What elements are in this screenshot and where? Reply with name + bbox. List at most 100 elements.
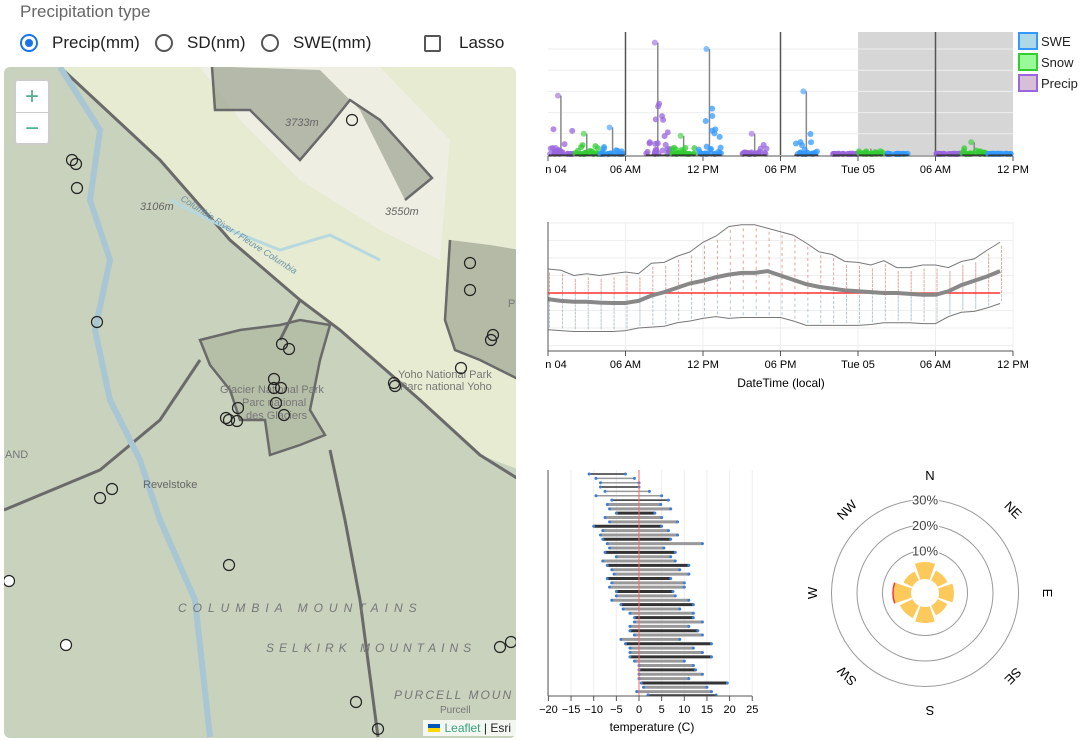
data-point [1001, 278, 1003, 282]
range-max-point [660, 494, 664, 498]
map-label: Revelstoke [143, 479, 197, 491]
map-tiles[interactable]: 3733m 3106m 3550m Columbia River / Fleuv… [4, 67, 516, 738]
x-tick-label: −15 [562, 704, 581, 716]
station-marker[interactable] [504, 635, 517, 649]
data-point [561, 277, 563, 281]
data-point [820, 255, 822, 259]
station-marker[interactable] [371, 722, 385, 736]
station-marker[interactable] [463, 283, 477, 297]
station-marker[interactable] [454, 361, 468, 375]
station-marker[interactable] [463, 256, 477, 270]
station-marker[interactable] [345, 113, 359, 127]
legend-snow[interactable]: Snow [1018, 53, 1074, 71]
station-marker[interactable] [70, 181, 84, 195]
data-point [768, 244, 770, 248]
data-point [1001, 290, 1003, 294]
legend-swe[interactable]: SWE [1018, 32, 1071, 50]
station-marker[interactable] [486, 328, 500, 342]
radio-precip[interactable]: Precip(mm) [20, 33, 140, 53]
data-point [561, 289, 563, 293]
zoom-in-button[interactable]: + [24, 83, 39, 110]
data-point [871, 303, 873, 307]
station-marker[interactable] [90, 315, 104, 329]
data-point [807, 252, 809, 256]
data-point [794, 262, 796, 266]
data-point [729, 255, 731, 259]
station-marker[interactable] [93, 491, 107, 505]
station-marker[interactable] [105, 482, 119, 496]
station-marker[interactable] [230, 414, 244, 428]
data-point [1001, 286, 1003, 290]
station-marker[interactable] [484, 333, 498, 347]
data-point [794, 250, 796, 254]
data-point [716, 256, 718, 260]
data-point [716, 267, 718, 271]
station-marker[interactable] [222, 558, 236, 572]
radio-icon[interactable] [261, 34, 279, 52]
data-point [855, 148, 862, 155]
x-tick-label: 20 [723, 704, 735, 716]
range-min-point [608, 520, 612, 524]
leaflet-link[interactable]: Leaflet [444, 721, 481, 735]
data-point [949, 283, 951, 287]
range-max-point [725, 681, 729, 685]
data-point [949, 298, 951, 302]
data-point [833, 258, 835, 261]
data-point [949, 311, 951, 315]
data-point [639, 315, 641, 319]
data-point [1001, 274, 1003, 278]
data-point [704, 266, 705, 270]
radio-icon[interactable] [20, 34, 38, 52]
data-point [962, 303, 964, 307]
station-marker[interactable] [388, 379, 402, 393]
radio-sd[interactable]: SD(nm) [155, 33, 246, 53]
station-marker[interactable] [282, 342, 296, 356]
station-marker[interactable] [59, 638, 73, 652]
radio-swe[interactable]: SWE(mm) [261, 33, 371, 53]
data-point [652, 116, 659, 123]
radio-icon[interactable] [155, 34, 173, 52]
data-point-max [606, 124, 613, 131]
data-point [988, 268, 990, 272]
data-point [833, 320, 835, 324]
station-marker[interactable] [222, 413, 236, 427]
data-point [936, 318, 938, 322]
station-marker[interactable] [493, 640, 507, 654]
map[interactable]: 3733m 3106m 3550m Columbia River / Fleuv… [4, 67, 516, 738]
x-tick-label: −20 [539, 704, 558, 716]
station-marker[interactable] [65, 153, 79, 167]
radio-label: SD(nm) [187, 33, 246, 52]
checkbox-icon[interactable] [424, 34, 441, 52]
petal-sw [899, 599, 919, 619]
station-marker[interactable] [274, 381, 288, 395]
station-marker[interactable] [4, 574, 16, 588]
data-point [652, 140, 659, 147]
data-point [781, 288, 783, 292]
station-marker[interactable] [349, 695, 363, 709]
legend-precip[interactable]: Precip [1018, 74, 1078, 92]
data-point [678, 268, 680, 272]
data-point [665, 278, 667, 282]
range-min-point [635, 690, 639, 694]
range-max-point [709, 690, 713, 694]
zoom-out-button[interactable]: − [16, 112, 48, 144]
station-marker[interactable] [69, 157, 83, 171]
station-marker[interactable] [277, 408, 291, 422]
data-point [704, 313, 705, 317]
data-point [1001, 261, 1003, 265]
lasso-checkbox[interactable]: Lasso [424, 33, 504, 53]
station-marker[interactable] [267, 381, 281, 395]
data-point [794, 268, 796, 272]
station-marker[interactable] [219, 411, 233, 425]
station-marker[interactable] [231, 401, 245, 415]
data-point [1001, 269, 1003, 273]
station-marker[interactable] [269, 396, 283, 410]
station-marker[interactable] [267, 372, 281, 386]
data-point [768, 281, 770, 285]
data-point [988, 302, 990, 306]
range-max-point [694, 668, 698, 672]
data-point [975, 289, 977, 293]
data-point [884, 276, 886, 280]
data-point [975, 272, 977, 276]
data-point [613, 307, 615, 311]
